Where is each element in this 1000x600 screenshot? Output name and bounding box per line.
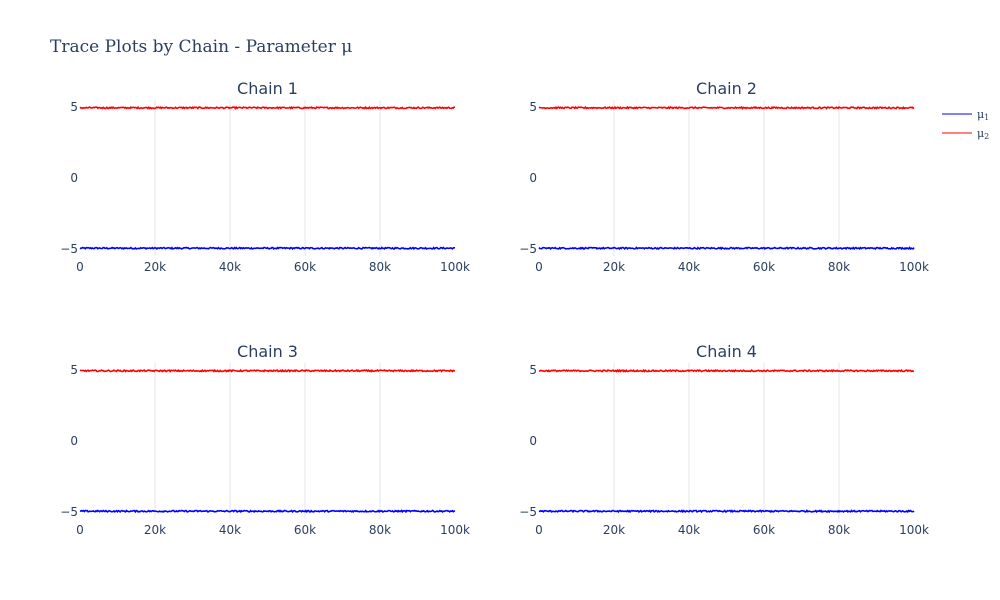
y-tick-label: 5 <box>529 363 537 377</box>
legend-label: μ1 <box>977 108 989 122</box>
x-tick-label: 60k <box>753 523 775 537</box>
chart-panel-2: Chain 2 0 20k 40k 60k 80k 100k −5 0 5 <box>519 79 929 274</box>
x-tick-label: 100k <box>440 260 470 274</box>
x-tick-label: 60k <box>294 260 316 274</box>
x-tick-label: 100k <box>440 523 470 537</box>
trace-line-μ2 <box>538 105 915 110</box>
x-tick-label: 0 <box>76 523 84 537</box>
figure-title: Trace Plots by Chain - Parameter μ <box>50 37 352 57</box>
trace-line-μ2 <box>538 368 915 373</box>
x-tick-label: 60k <box>294 523 316 537</box>
subplot-title: Chain 4 <box>696 342 757 361</box>
x-tick-label: 40k <box>219 260 241 274</box>
legend-item[interactable]: μ2 <box>942 127 989 141</box>
x-tick-label: 20k <box>144 260 166 274</box>
legend-item[interactable]: μ1 <box>942 108 989 122</box>
x-tick-label: 40k <box>219 523 241 537</box>
x-tick-label: 40k <box>678 260 700 274</box>
x-tick-label: 100k <box>899 260 929 274</box>
y-tick-label: 5 <box>529 100 537 114</box>
trace-line-μ1 <box>79 509 456 514</box>
chart-panel-4: Chain 4 0 20k 40k 60k 80k 100k −5 0 5 <box>519 342 929 537</box>
y-tick-label: −5 <box>519 242 537 256</box>
y-tick-label: −5 <box>60 242 78 256</box>
trace-line-μ2 <box>79 105 456 110</box>
y-tick-label: 0 <box>70 171 78 185</box>
x-tick-label: 0 <box>76 260 84 274</box>
x-tick-label: 20k <box>144 523 166 537</box>
trace-line-μ1 <box>79 246 456 251</box>
y-tick-label: −5 <box>519 505 537 519</box>
subplot-title: Chain 2 <box>696 79 757 98</box>
legend-label: μ2 <box>977 127 989 141</box>
y-tick-label: 0 <box>529 434 537 448</box>
chart-panel-1: Chain 1 0 20k 40k 60k 80k 100k −5 0 5 <box>60 79 470 274</box>
x-tick-label: 80k <box>828 260 850 274</box>
y-tick-label: −5 <box>60 505 78 519</box>
chart-panel-3: Chain 3 0 20k 40k 60k 80k 100k −5 0 5 <box>60 342 470 537</box>
x-tick-label: 40k <box>678 523 700 537</box>
x-tick-label: 20k <box>603 523 625 537</box>
trace-line-μ1 <box>538 246 915 251</box>
x-tick-label: 0 <box>535 260 543 274</box>
chart-panels: Chain 1 0 20k 40k 60k 80k 100k −5 0 5 Chain 2 0 20k 4… <box>60 79 929 537</box>
x-tick-label: 80k <box>369 523 391 537</box>
x-tick-label: 100k <box>899 523 929 537</box>
trace-line-μ1 <box>538 509 915 514</box>
x-tick-label: 80k <box>828 523 850 537</box>
y-tick-label: 0 <box>70 434 78 448</box>
x-tick-label: 80k <box>369 260 391 274</box>
y-tick-label: 0 <box>529 171 537 185</box>
trace-line-μ2 <box>79 368 456 373</box>
subplot-title: Chain 1 <box>237 79 298 98</box>
y-tick-label: 5 <box>70 363 78 377</box>
y-tick-label: 5 <box>70 100 78 114</box>
x-tick-label: 0 <box>535 523 543 537</box>
x-tick-label: 20k <box>603 260 625 274</box>
subplot-title: Chain 3 <box>237 342 298 361</box>
x-tick-label: 60k <box>753 260 775 274</box>
